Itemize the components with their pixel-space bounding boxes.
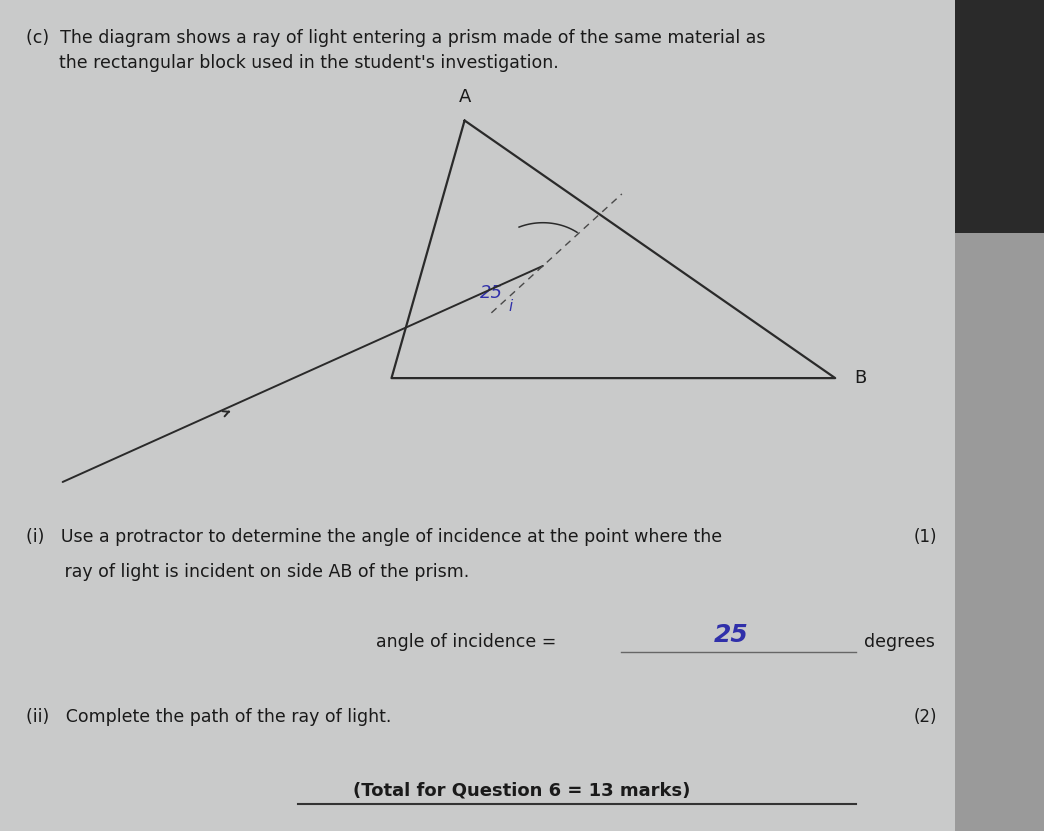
Text: ray of light is incident on side AB of the prism.: ray of light is incident on side AB of t… bbox=[26, 563, 470, 581]
Text: (1): (1) bbox=[914, 528, 938, 546]
Text: degrees: degrees bbox=[864, 632, 935, 651]
Text: 25: 25 bbox=[480, 283, 503, 302]
Text: (Total for Question 6 = 13 marks): (Total for Question 6 = 13 marks) bbox=[353, 781, 691, 799]
Text: A: A bbox=[458, 87, 471, 106]
Text: angle of incidence =: angle of incidence = bbox=[376, 632, 562, 651]
Text: the rectangular block used in the student's investigation.: the rectangular block used in the studen… bbox=[26, 54, 559, 72]
Text: (i)   Use a protractor to determine the angle of incidence at the point where th: (i) Use a protractor to determine the an… bbox=[26, 528, 722, 546]
Text: B: B bbox=[854, 369, 867, 387]
Text: 25: 25 bbox=[713, 623, 749, 647]
Bar bbox=[955, 0, 1044, 233]
Text: (ii)   Complete the path of the ray of light.: (ii) Complete the path of the ray of lig… bbox=[26, 708, 392, 726]
Text: (2): (2) bbox=[914, 708, 938, 726]
Text: i: i bbox=[508, 299, 513, 314]
Bar bbox=[955, 233, 1044, 831]
Text: (c)  The diagram shows a ray of light entering a prism made of the same material: (c) The diagram shows a ray of light ent… bbox=[26, 29, 765, 47]
